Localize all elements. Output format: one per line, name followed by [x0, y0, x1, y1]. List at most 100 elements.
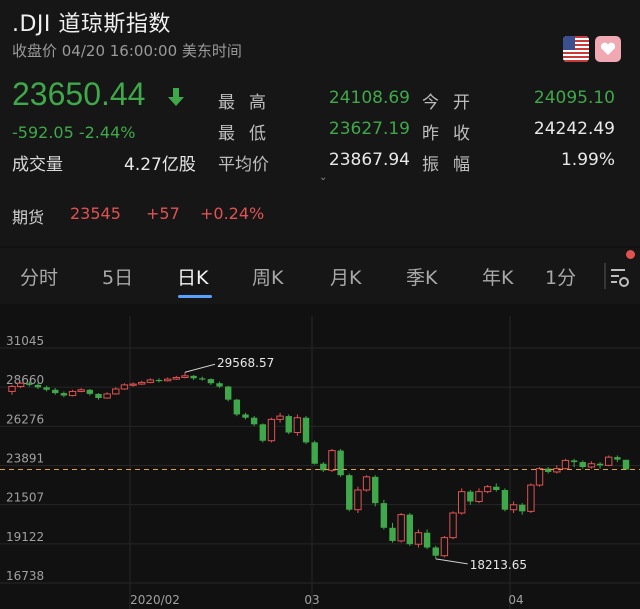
candle-body — [449, 512, 457, 539]
y-tick-label: 21507 — [6, 491, 44, 505]
tab-1min[interactable]: 1分 — [545, 267, 577, 289]
candle-body — [406, 514, 414, 545]
candle-body — [242, 414, 249, 418]
candle-body — [60, 393, 68, 396]
candle-body — [423, 532, 431, 548]
tab-monthly-k[interactable]: 月K — [330, 267, 362, 289]
candle-body — [43, 387, 50, 390]
candle-body — [86, 389, 94, 394]
y-tick-label: 26276 — [6, 412, 44, 426]
candle-body — [68, 390, 77, 397]
candle-body — [457, 491, 466, 514]
high-label: 最高 — [218, 93, 280, 113]
high-annotation: 29568.57 — [217, 356, 274, 370]
candle-body — [112, 388, 120, 395]
candle-body — [181, 375, 189, 378]
candle-body — [605, 456, 613, 466]
candle-body — [535, 468, 544, 486]
candle-body — [579, 462, 586, 468]
candle-body — [233, 399, 241, 415]
candle-body — [561, 459, 570, 470]
candle-body — [95, 393, 102, 399]
candle-body — [138, 381, 146, 385]
candle-body — [614, 457, 621, 460]
avg-price-value: 23867.94 — [328, 150, 410, 170]
avg-price-label: 平均价 — [218, 155, 269, 175]
low-annotation: 18213.65 — [470, 558, 527, 572]
period-tabs: 分时 5日 日K 周K 月K 季K 年K 1分 — [0, 248, 640, 304]
low-value: 23627.19 — [328, 119, 410, 139]
candle-body — [509, 504, 518, 511]
candle-body — [103, 393, 111, 399]
candle-body — [311, 442, 318, 464]
candle-body — [293, 417, 302, 434]
candle-body — [163, 378, 172, 382]
candle-body — [380, 503, 388, 528]
candle-body — [259, 424, 266, 441]
candle-body — [337, 450, 344, 476]
candle-body — [224, 386, 232, 400]
candle-body — [328, 450, 336, 471]
expand-caret-icon[interactable]: ⌄ — [319, 172, 328, 183]
candle-body — [483, 486, 492, 493]
candle-body — [354, 489, 362, 511]
volume-label: 成交量 — [12, 155, 63, 175]
tab-intraday[interactable]: 分时 — [20, 267, 59, 289]
candle-body — [440, 537, 449, 557]
candle-body — [285, 416, 292, 433]
tab-yearly-k[interactable]: 年K — [482, 267, 514, 289]
tab-quarterly-k[interactable]: 季K — [406, 267, 438, 289]
candle-body — [544, 468, 552, 472]
candle-body — [199, 378, 206, 380]
heart-icon[interactable] — [595, 36, 621, 62]
price-change: -592.05 -2.44% — [12, 123, 136, 142]
candle-body — [493, 486, 500, 490]
volume-value: 4.27亿股 — [124, 155, 196, 175]
candle-body — [397, 514, 405, 542]
candle-body — [26, 383, 33, 385]
candle-body — [414, 532, 423, 545]
candle-body — [372, 476, 379, 504]
high-value: 24108.69 — [328, 88, 410, 108]
amplitude-value: 1.99% — [560, 150, 615, 170]
candle-body — [8, 386, 16, 392]
candle-body — [250, 417, 258, 425]
amplitude-label: 振幅 — [422, 155, 484, 175]
y-tick-label: 28660 — [6, 373, 44, 387]
candle-body — [16, 382, 25, 388]
prev-close-label: 昨收 — [422, 124, 484, 144]
last-price: 23650.44 — [12, 76, 146, 112]
tab-5day[interactable]: 5日 — [102, 267, 134, 289]
open-value: 24095.10 — [533, 88, 615, 108]
index-title: .DJI 道琼斯指数 — [12, 12, 171, 37]
tab-daily-k[interactable]: 日K — [177, 267, 209, 289]
candle-body — [302, 417, 310, 443]
candle-body — [146, 379, 155, 383]
low-label: 最低 — [218, 124, 280, 144]
candle-body — [527, 484, 535, 512]
candle-body — [276, 415, 284, 420]
tab-weekly-k[interactable]: 周K — [252, 267, 284, 289]
candlestick-chart[interactable]: 31045 28660 26276 23891 21507 19122 16738 29568… — [0, 316, 640, 609]
futures-label: 期货 — [12, 208, 45, 227]
candle-body — [519, 504, 526, 512]
active-tab-indicator — [178, 295, 212, 298]
y-tick-label: 16738 — [6, 569, 44, 583]
candle-body — [120, 384, 129, 390]
candle-body — [389, 527, 396, 541]
y-tick-label: 19122 — [6, 530, 44, 544]
candle-body — [172, 376, 181, 380]
candle-body — [320, 463, 327, 471]
candle-body — [432, 547, 439, 556]
open-label: 今开 — [422, 93, 484, 113]
low-annotation-leader — [435, 558, 468, 565]
futures-change: +57 — [146, 204, 180, 223]
close-time: 收盘价 04/20 16:00:00 美东时间 — [12, 42, 242, 60]
candle-body — [553, 468, 561, 473]
candle-body — [216, 383, 223, 387]
candle-body — [501, 489, 509, 510]
candle-body — [77, 389, 85, 392]
candle-body — [52, 389, 59, 394]
chart-settings-icon[interactable] — [603, 262, 631, 290]
us-flag-icon[interactable] — [563, 36, 589, 62]
